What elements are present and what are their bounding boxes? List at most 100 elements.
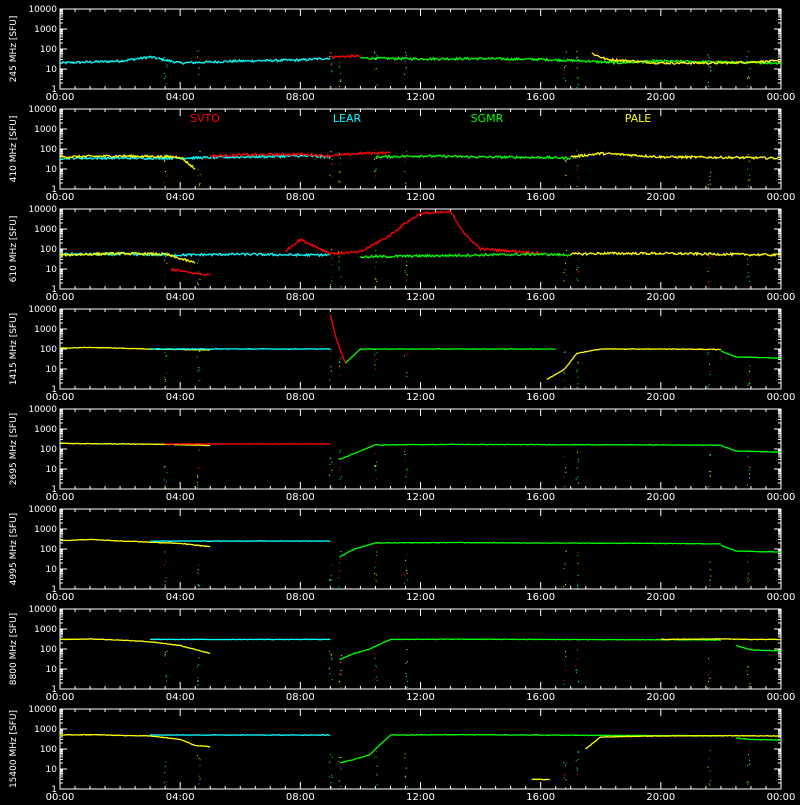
dropout-point <box>374 368 376 370</box>
dropout-point <box>330 366 332 368</box>
dropout-point <box>707 270 709 272</box>
y-tick-label: 1 <box>51 785 57 795</box>
x-tick-label: 00:00 <box>46 92 75 103</box>
series-line-pale <box>570 151 781 161</box>
dropout-point <box>563 280 565 282</box>
dropout-point <box>339 80 341 82</box>
dropout-point <box>749 68 751 70</box>
dropout-point <box>340 356 342 358</box>
series-line-pale <box>60 346 211 351</box>
dropout-point <box>708 681 710 683</box>
plot-frame <box>59 208 782 290</box>
series-line-sgmr <box>339 733 722 764</box>
dropout-point <box>577 362 579 364</box>
dropout-point <box>565 471 567 473</box>
dropout-point <box>746 61 748 63</box>
legend-entry-sgmr: SGMR <box>471 112 504 125</box>
y-tick-label: 100 <box>40 345 57 355</box>
dropout-point <box>198 564 200 566</box>
panel-1: 1 10 100 1000 10000 00:00 04:00 08:00 12:00 16:00… <box>9 5 795 103</box>
x-tick-label: 16:00 <box>526 492 555 503</box>
dropout-point <box>576 56 578 58</box>
dropout-point <box>404 451 406 453</box>
dropout-point <box>163 479 165 481</box>
dropout-point <box>708 287 710 289</box>
dropout-point <box>748 179 750 181</box>
dropout-point <box>338 66 340 68</box>
dropout-point <box>198 664 200 666</box>
y-tick-label: 10000 <box>28 5 57 15</box>
dropout-point <box>166 263 168 265</box>
dropout-point <box>565 467 567 469</box>
dropout-point <box>708 471 710 473</box>
dropout-point <box>748 51 750 53</box>
dropout-point <box>339 558 341 560</box>
dropout-point <box>707 674 709 676</box>
y-tick-label: 1 <box>51 285 57 295</box>
dropout-point <box>166 174 168 176</box>
dropout-point <box>165 561 167 563</box>
dropout-point <box>197 585 199 587</box>
dropout-point <box>197 262 199 264</box>
dropout-point <box>165 354 167 356</box>
dropout-point <box>404 573 406 575</box>
dropout-point <box>564 471 566 473</box>
dropout-point <box>707 766 709 768</box>
series-line-lear <box>149 733 331 737</box>
dropout-point <box>374 388 376 389</box>
dropout-point <box>708 788 710 789</box>
series-line-sgmr <box>375 154 572 161</box>
dropout-point <box>339 62 341 64</box>
dropout-point <box>375 580 377 582</box>
dropout-point <box>405 271 407 273</box>
dropout-point <box>338 760 340 762</box>
y-tick-label: 10 <box>46 565 58 575</box>
dropout-point <box>746 168 748 170</box>
dropout-point <box>330 63 332 65</box>
x-tick-label: 08:00 <box>286 92 315 103</box>
dropout-point <box>565 485 567 487</box>
series-line-svto <box>209 150 391 159</box>
dropout-point <box>331 151 333 153</box>
dropout-point <box>199 253 201 255</box>
dropout-point <box>165 380 167 382</box>
dropout-point <box>747 263 749 265</box>
dropout-point <box>708 585 710 587</box>
dropout-point <box>577 270 579 272</box>
dropout-point <box>405 67 407 69</box>
dropout-point <box>564 688 566 689</box>
dropout-point <box>565 175 567 177</box>
dropout-point <box>196 487 198 489</box>
x-tick-label: 04:00 <box>166 192 195 203</box>
dropout-point <box>576 165 578 167</box>
dropout-point <box>164 654 166 656</box>
dropout-point <box>330 370 332 372</box>
dropout-point <box>563 272 565 274</box>
dropout-point <box>339 157 341 159</box>
dropout-point <box>330 86 332 88</box>
dropout-point <box>338 261 340 263</box>
x-tick-label: 16:00 <box>526 392 555 403</box>
series-line-pale <box>570 251 781 257</box>
x-tick-label: 00:00 <box>46 692 75 703</box>
y-axis-label: 15400 MHz [SFU] <box>9 710 19 788</box>
dropout-point <box>375 385 377 387</box>
dropout-point <box>164 652 166 654</box>
dropout-point <box>749 365 751 367</box>
y-tick-label: 1 <box>51 185 57 195</box>
dropout-point <box>577 476 579 478</box>
dropout-point <box>338 680 340 682</box>
dropout-point <box>338 152 340 154</box>
y-tick-label: 1 <box>51 85 57 95</box>
x-tick-label: 12:00 <box>406 392 435 403</box>
dropout-point <box>338 586 340 588</box>
dropout-point <box>329 261 331 263</box>
dropout-point <box>405 573 407 575</box>
x-tick-label: 20:00 <box>646 192 675 203</box>
dropout-point <box>708 658 710 660</box>
dropout-point <box>709 188 711 189</box>
dropout-point <box>707 386 709 388</box>
dropout-point <box>375 756 377 758</box>
dropout-point <box>575 672 577 674</box>
dropout-point <box>747 555 749 557</box>
